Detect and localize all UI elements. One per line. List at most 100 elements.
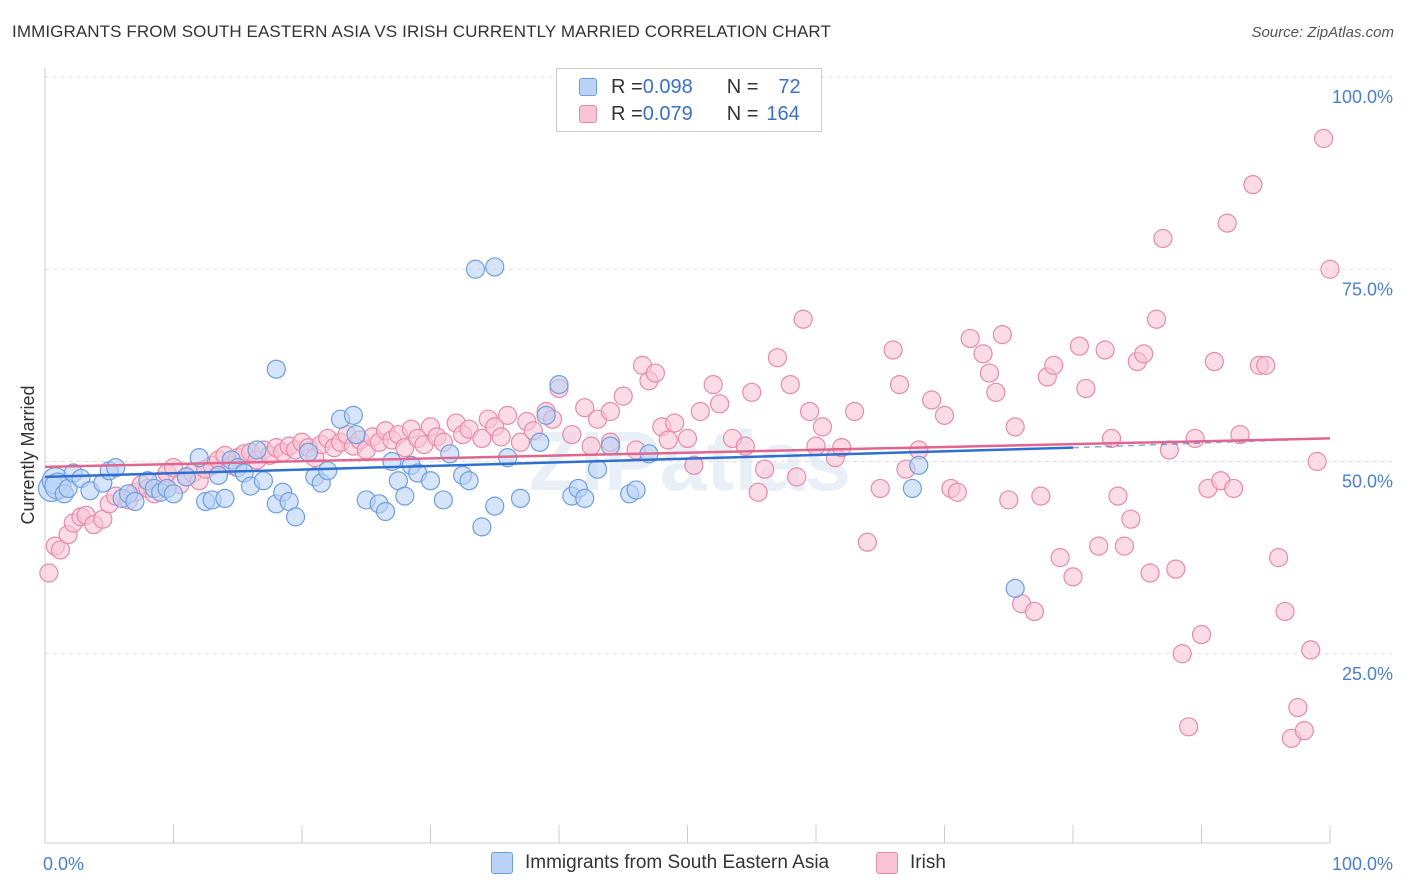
data-point xyxy=(1288,697,1308,718)
data-point xyxy=(176,467,196,487)
trend-line-irish xyxy=(44,437,1331,469)
y-tick-label: 100.0% xyxy=(1332,87,1393,107)
series-legend-sea: Immigrants from South Eastern Asia xyxy=(491,852,829,874)
data-point xyxy=(1320,259,1340,279)
data-point xyxy=(1095,340,1115,360)
chart-title: IMMIGRANTS FROM SOUTH EASTERN ASIA VS IR… xyxy=(12,22,831,41)
data-point xyxy=(645,363,665,383)
data-point xyxy=(742,382,762,402)
data-point xyxy=(1024,601,1045,622)
data-point xyxy=(575,488,595,509)
data-point xyxy=(889,375,910,395)
data-point xyxy=(677,428,698,449)
data-point xyxy=(902,478,922,499)
legend-n-value: 72 xyxy=(778,75,801,98)
data-point xyxy=(844,401,865,422)
data-point xyxy=(979,363,1000,383)
legend-r-label: R = xyxy=(611,75,643,98)
data-point xyxy=(440,444,460,464)
data-point xyxy=(343,405,363,425)
data-point xyxy=(1243,175,1263,195)
y-tick-label: 50.0% xyxy=(1342,472,1393,492)
legend-r-value: 0.098 xyxy=(642,75,693,98)
data-point xyxy=(883,340,903,360)
data-point xyxy=(485,257,505,277)
data-point xyxy=(510,432,531,452)
series-legend-label: Immigrants from South Eastern Asia xyxy=(525,852,830,873)
data-point xyxy=(1101,428,1122,449)
data-point xyxy=(1044,355,1064,375)
data-point xyxy=(472,428,492,449)
data-point xyxy=(459,471,479,491)
x-tick-labels: 0.0% 100.0% xyxy=(43,854,1393,874)
data-point xyxy=(346,424,366,445)
data-point xyxy=(992,325,1012,345)
data-point xyxy=(1275,601,1295,622)
data-point xyxy=(658,430,678,450)
data-point xyxy=(999,490,1019,510)
data-point xyxy=(1256,355,1276,375)
data-point xyxy=(600,436,621,456)
data-point xyxy=(549,375,569,395)
data-point xyxy=(665,413,685,433)
data-point xyxy=(247,440,267,460)
data-point xyxy=(1069,336,1090,356)
y-tick-label: 75.0% xyxy=(1342,279,1393,299)
data-point xyxy=(106,458,126,478)
legend-n-label: N = xyxy=(726,75,759,98)
series-swatch-pink xyxy=(876,852,898,874)
legend-swatch-pink xyxy=(579,105,597,123)
legend: R = 0.098 N = 72 R = 0.079 N = 164 xyxy=(556,68,822,132)
data-point xyxy=(491,427,511,447)
data-point xyxy=(536,405,556,425)
data-point xyxy=(575,398,595,418)
trend-line-sea xyxy=(44,446,1074,479)
data-point xyxy=(215,488,235,509)
legend-n-value: 164 xyxy=(766,102,800,125)
data-point xyxy=(1153,228,1173,249)
gridlines xyxy=(45,76,1392,655)
data-point xyxy=(1301,640,1321,660)
data-point xyxy=(780,375,800,395)
data-point xyxy=(266,359,286,379)
data-point xyxy=(1114,536,1135,556)
data-point xyxy=(600,401,621,422)
data-point xyxy=(812,417,833,437)
data-point xyxy=(767,348,788,368)
series-sea-points xyxy=(37,257,1025,598)
data-point xyxy=(1217,213,1237,233)
data-point xyxy=(163,484,184,504)
data-point xyxy=(787,467,807,487)
data-point xyxy=(498,405,518,425)
data-point xyxy=(420,471,441,491)
trend-lines xyxy=(44,437,1331,479)
data-point xyxy=(1005,417,1025,437)
data-point xyxy=(1121,509,1141,529)
data-point xyxy=(125,491,145,512)
legend-n-label: N = xyxy=(726,102,759,125)
data-point xyxy=(1179,717,1199,737)
data-point xyxy=(530,432,550,452)
data-point xyxy=(947,482,967,502)
data-point xyxy=(510,488,531,509)
data-point xyxy=(973,344,993,364)
data-point xyxy=(710,394,730,414)
data-point xyxy=(1031,486,1051,506)
data-point xyxy=(1307,451,1327,472)
data-point xyxy=(208,465,229,485)
data-point xyxy=(298,442,319,462)
data-point xyxy=(703,375,723,395)
data-point xyxy=(50,540,71,560)
data-point xyxy=(1313,128,1334,149)
data-point xyxy=(748,482,768,502)
data-point xyxy=(465,259,486,279)
data-point xyxy=(285,507,306,527)
source-label: Source: ZipAtlas.com xyxy=(1251,24,1394,41)
data-point xyxy=(1146,309,1167,329)
data-point xyxy=(587,459,608,479)
data-point xyxy=(1076,378,1096,399)
data-point xyxy=(485,496,505,516)
y-tick-labels: 100.0% 75.0% 50.0% 25.0% xyxy=(1332,87,1393,684)
data-point xyxy=(626,480,646,500)
legend-r-value: 0.079 xyxy=(642,102,693,125)
